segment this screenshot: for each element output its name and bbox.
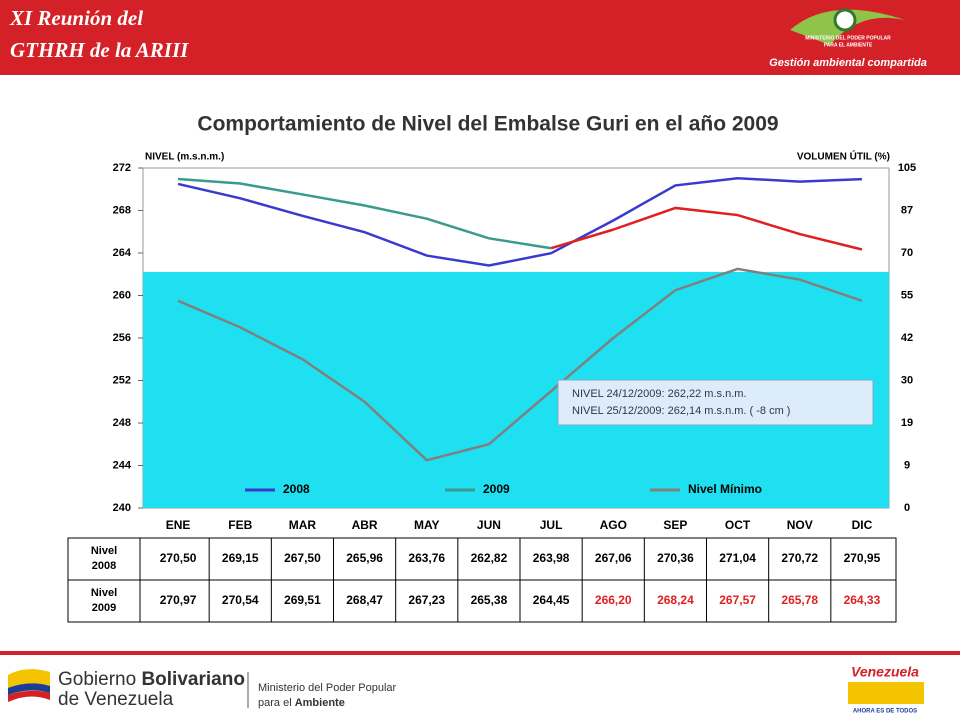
annotation-box — [557, 379, 874, 426]
y-tick-label: 240 — [113, 502, 131, 514]
y-tick-label: 248 — [113, 417, 131, 429]
y2-tick-label: 30 — [901, 374, 913, 386]
x-tick-label: NOV — [787, 518, 813, 532]
header-bar — [0, 0, 960, 75]
ministry: para el Ambiente — [258, 697, 345, 709]
table-cell: 270,36 — [657, 551, 694, 565]
table-cell: 265,96 — [346, 551, 383, 565]
row-label: 2008 — [92, 560, 116, 572]
chart-title: Comportamiento de Nivel del Embalse Guri… — [197, 113, 778, 136]
table-cell: 270,50 — [160, 551, 197, 565]
logo-text: PARA EL AMBIENTE — [824, 42, 873, 48]
ministry: Ministerio del Poder Popular — [258, 682, 397, 694]
table-cell: 267,06 — [595, 551, 632, 565]
logo-text: MINISTERIO DEL PODER POPULAR — [805, 35, 891, 41]
y-tick-label: 252 — [113, 374, 131, 386]
legend-label: Nivel Mínimo — [688, 482, 762, 496]
table-cell: 268,24 — [657, 593, 694, 607]
flag — [8, 683, 50, 695]
table-cell: 268,47 — [346, 593, 383, 607]
gov-name: Gobierno Bolivariano — [58, 669, 245, 690]
table-cell: 264,45 — [533, 593, 570, 607]
table-cell: 265,38 — [471, 593, 508, 607]
flag — [8, 690, 50, 702]
y2-tick-label: 55 — [901, 289, 913, 301]
x-tick-label: ABR — [352, 518, 378, 532]
row-label: Nivel — [91, 587, 117, 599]
table-cell: 267,50 — [284, 551, 321, 565]
x-tick-label: AGO — [600, 518, 627, 532]
x-tick-label: SEP — [663, 518, 687, 532]
x-tick-label: JUL — [540, 518, 563, 532]
table-cell: 269,51 — [284, 593, 321, 607]
logo-icon — [833, 8, 857, 32]
motto: Gestión ambiental compartida — [769, 57, 927, 69]
series-line — [612, 206, 863, 251]
series-line — [177, 177, 552, 250]
y-axis-label: NIVEL (m.s.n.m.) — [145, 152, 224, 163]
table-cell: 262,82 — [471, 551, 508, 565]
x-tick-label: DIC — [852, 518, 873, 532]
x-tick-label: ENE — [166, 518, 191, 532]
table-cell: 270,95 — [844, 551, 881, 565]
y-tick-label: 260 — [113, 289, 131, 301]
row-label: Nivel — [91, 545, 117, 557]
y-tick-label: 268 — [113, 204, 131, 216]
table-cell: 267,57 — [719, 593, 756, 607]
y-tick-label: 264 — [113, 247, 132, 259]
table-cell: 266,20 — [595, 593, 632, 607]
table-cell: 263,76 — [408, 551, 445, 565]
table-cell: 263,98 — [533, 551, 570, 565]
series-connector — [550, 228, 614, 250]
series-line — [177, 267, 863, 462]
y-tick-label: 244 — [113, 459, 132, 471]
x-tick-label: JUN — [477, 518, 501, 532]
table-cell: 267,23 — [408, 593, 445, 607]
y2-tick-label: 70 — [901, 247, 913, 259]
y-tick-label: 272 — [113, 162, 131, 174]
y2-tick-label: 0 — [904, 502, 910, 514]
annotation: NIVEL 25/12/2009: 262,14 m.s.n.m. ( -8 c… — [572, 405, 790, 417]
brand-figures — [848, 682, 924, 704]
brand: Venezuela — [851, 664, 919, 680]
table-cell: 265,78 — [781, 593, 818, 607]
x-tick-label: OCT — [725, 518, 751, 532]
brand-sub: AHORA ES DE TODOS — [853, 709, 917, 715]
footer-line — [0, 651, 960, 655]
y2-tick-label: 19 — [901, 417, 913, 429]
y2-tick-label: 87 — [901, 204, 913, 216]
x-tick-label: MAR — [289, 518, 317, 532]
header-title: XI Reunión del — [9, 6, 143, 30]
table-cell: 264,33 — [844, 593, 881, 607]
table-cell: 270,97 — [160, 593, 197, 607]
table-cell: 270,72 — [781, 551, 818, 565]
x-tick-label: FEB — [228, 518, 252, 532]
header-title: GTHRH de la ARIII — [10, 38, 189, 62]
x-tick-label: MAY — [414, 518, 440, 532]
gov-name: de Venezuela — [58, 689, 174, 710]
row-label: 2009 — [92, 602, 116, 614]
table-cell: 271,04 — [719, 551, 756, 565]
y2-tick-label: 42 — [901, 332, 913, 344]
table-cell: 270,54 — [222, 593, 259, 607]
legend-label: 2008 — [283, 482, 310, 496]
y2-axis-label: VOLUMEN ÚTIL (%) — [797, 150, 890, 163]
legend-label: 2009 — [483, 482, 510, 496]
table-cell: 269,15 — [222, 551, 259, 565]
series-line — [177, 176, 862, 267]
annotation: NIVEL 24/12/2009: 262,22 m.s.n.m. — [572, 388, 746, 400]
y2-tick-label: 105 — [898, 162, 916, 174]
y-tick-label: 256 — [113, 332, 131, 344]
y2-tick-label: 9 — [904, 459, 910, 471]
